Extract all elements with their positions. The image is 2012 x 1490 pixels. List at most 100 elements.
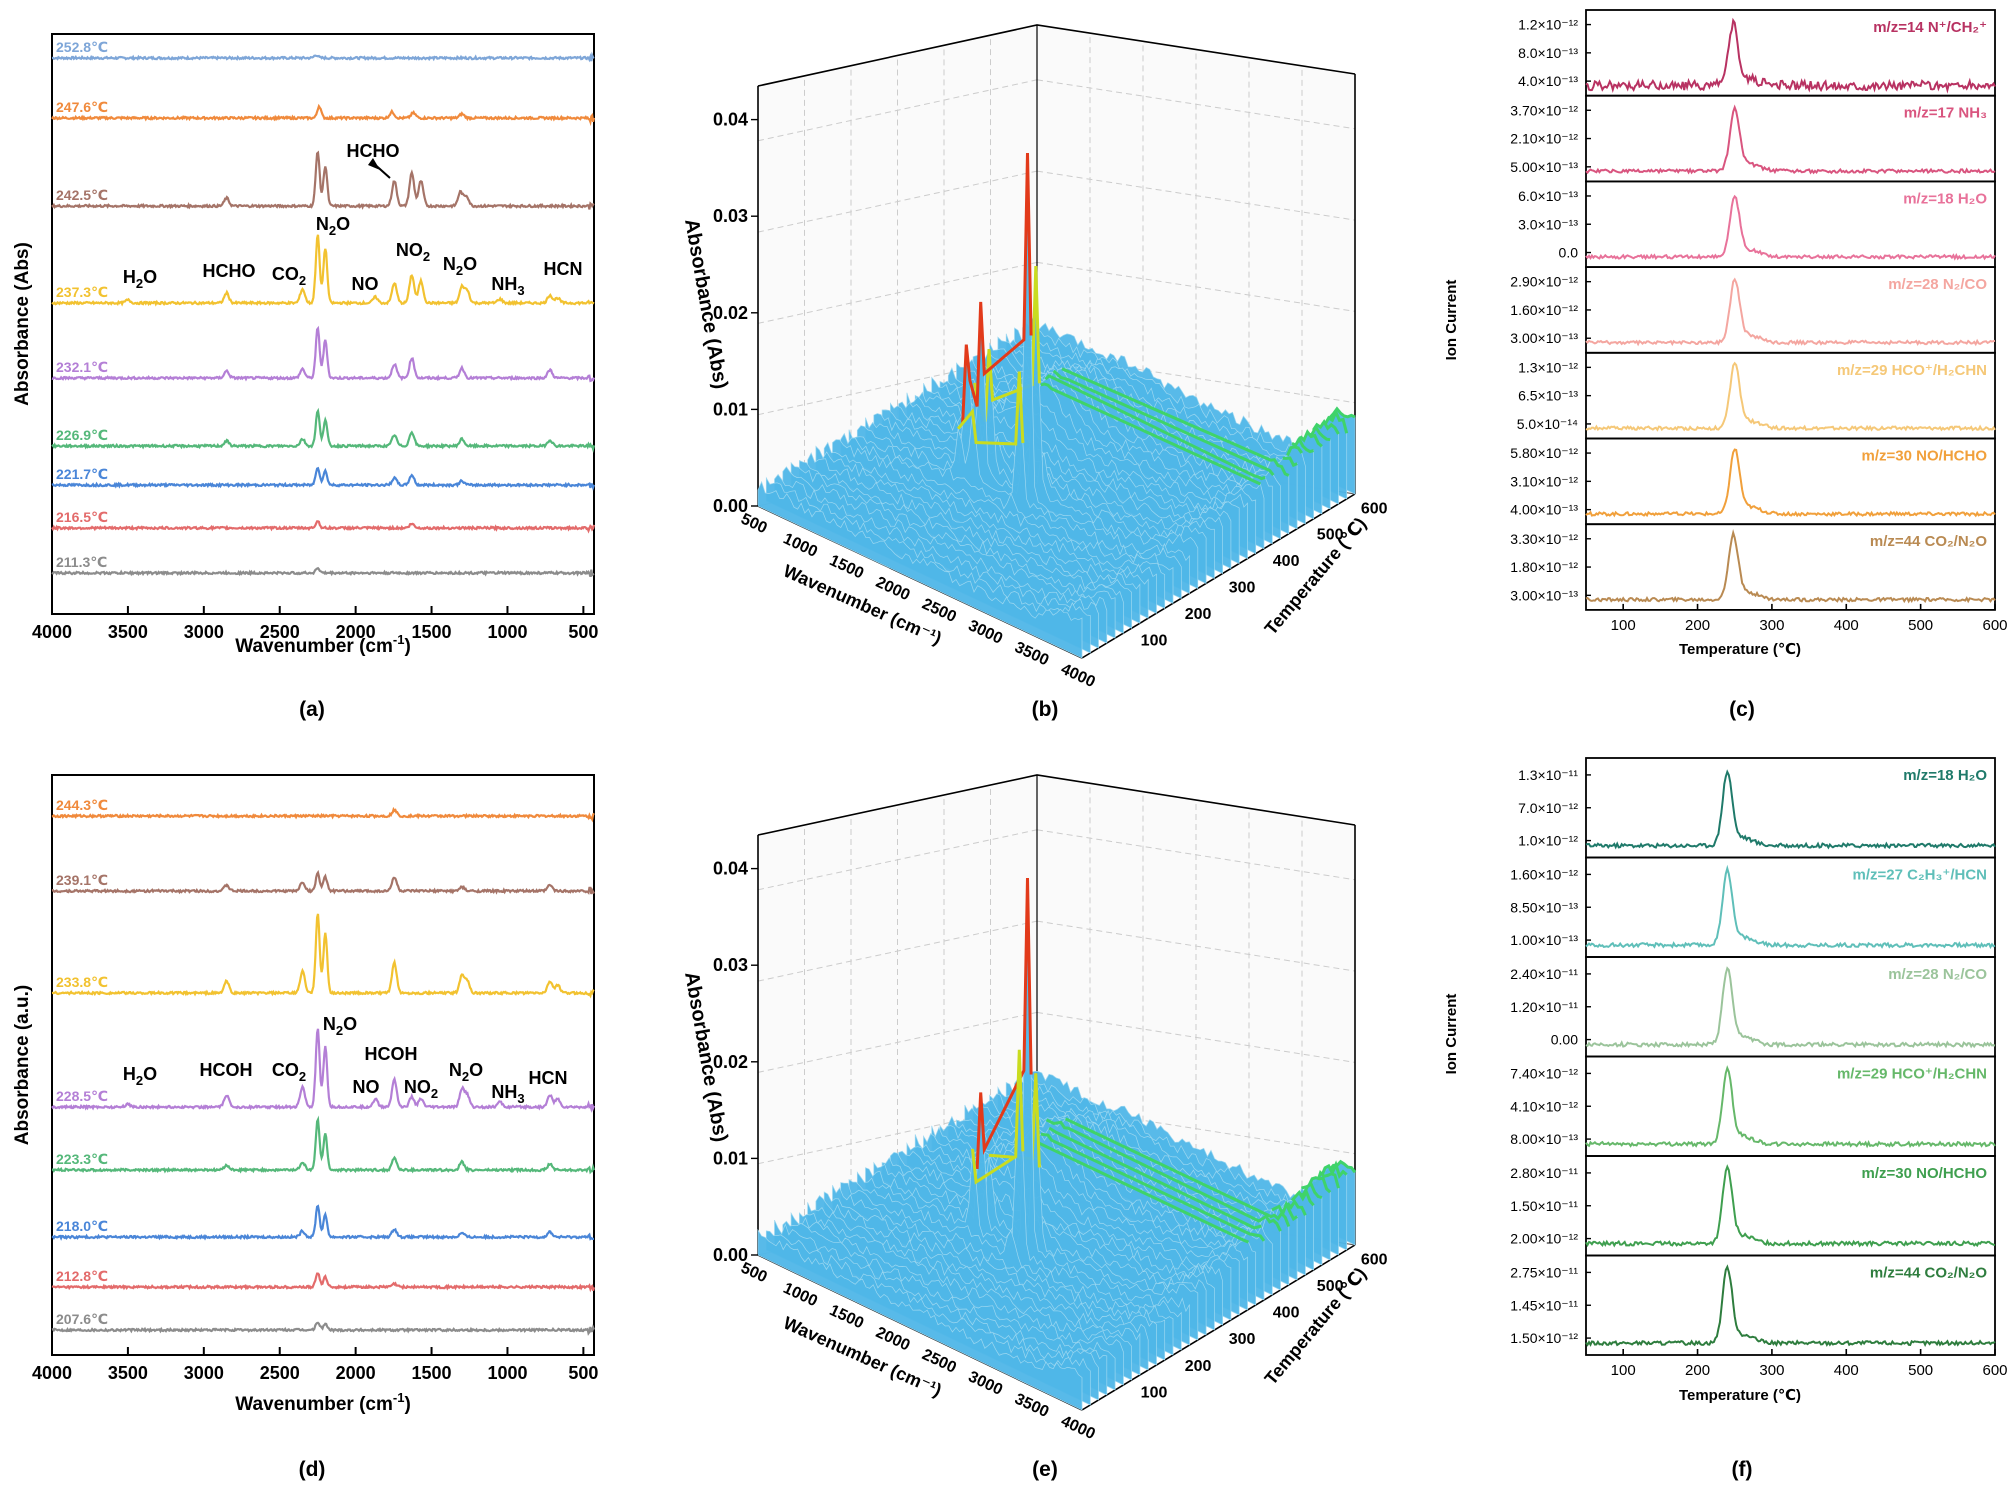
x-tick-label: 3500 — [108, 622, 148, 642]
wavenumber-tick-label: 500 — [738, 511, 769, 538]
x-tick-label: 2000 — [336, 1363, 376, 1383]
y-tick-label: 0.0 — [1559, 245, 1579, 261]
x-tick-label: 600 — [1982, 617, 2007, 634]
series-label: m/z=29 HCO⁺/H₂CHN — [1837, 362, 1987, 379]
y-tick-label: 2.80×10⁻¹¹ — [1510, 1165, 1578, 1181]
temperature-label: 207.6℃ — [56, 1311, 108, 1327]
surface-peak — [1312, 418, 1340, 435]
y-tick-label: 1.60×10⁻¹² — [1510, 866, 1578, 882]
y-tick-label: 8.00×10⁻¹³ — [1510, 1131, 1578, 1147]
series-label: m/z=30 NO/HCHO — [1862, 1165, 1988, 1182]
spectrum-line — [51, 325, 596, 383]
temperature-label: 242.5℃ — [56, 187, 108, 203]
surface-peak — [961, 152, 1033, 423]
x-axis-label: Temperature (℃) — [1679, 1387, 1801, 1404]
annotation-hcoh-2: HCOH — [365, 1044, 418, 1064]
x-tick-label: 500 — [568, 1363, 598, 1383]
annotation-hcho-top: HCHO — [347, 141, 400, 161]
surface-peak — [1282, 456, 1298, 468]
surface-peak — [975, 877, 1033, 1170]
series-label: m/z=27 C₂H₃⁺/HCN — [1853, 867, 1987, 884]
y-tick-label: 5.00×10⁻¹³ — [1510, 159, 1578, 175]
surface-peak — [1045, 1118, 1282, 1232]
temperature-axis — [1081, 493, 1356, 659]
spectrum-line — [51, 1272, 596, 1293]
spectrum-line — [51, 1028, 596, 1113]
panel-label-a: (a) — [299, 698, 325, 721]
y-tick-label: 1.3×10⁻¹² — [1518, 359, 1578, 375]
x-tick-label: 400 — [1834, 1362, 1859, 1379]
temperature-label: 218.0℃ — [56, 1218, 108, 1234]
panel-label-f: (f) — [1732, 1458, 1753, 1481]
y-tick-label: 7.40×10⁻¹² — [1510, 1065, 1578, 1081]
surface-peak — [1048, 1126, 1262, 1230]
surface-peak — [971, 1049, 1025, 1185]
y-tick-label: 6.5×10⁻¹³ — [1518, 388, 1578, 404]
x-tick-label: 4000 — [32, 622, 72, 642]
temperature-label: 252.8℃ — [56, 39, 108, 55]
ion-current-line — [1585, 1164, 1996, 1248]
y-tick-label: 1.50×10⁻¹² — [1510, 1330, 1578, 1346]
ion-current-line — [1585, 769, 1996, 850]
series-label: m/z=44 CO₂/N₂O — [1870, 1265, 1987, 1282]
y-tick-label: 1.20×10⁻¹¹ — [1510, 999, 1578, 1015]
wavenumber-tick-label: 3000 — [966, 1368, 1006, 1398]
ion-current-line — [1585, 277, 1996, 347]
surface-peak — [1044, 374, 1266, 481]
ion-current-line — [1585, 361, 1996, 432]
z-tick-label: 0.03 — [713, 955, 748, 975]
x-tick-label: 500 — [568, 622, 598, 642]
x-tick-label: 2000 — [336, 622, 376, 642]
y-tick-label: 3.00×10⁻¹³ — [1510, 587, 1578, 603]
x-tick-label: 200 — [1685, 617, 1710, 634]
y-axis-label: Absorbance (Abs) — [12, 242, 33, 406]
ftir-panel-d: Absorbance (a.u.) Wavenumber (cm-1) 4000… — [12, 774, 598, 1415]
x-tick-label: 200 — [1685, 1362, 1710, 1379]
y-tick-label: 7.0×10⁻¹² — [1518, 800, 1578, 816]
annotation-nh3: NH3 — [491, 1082, 524, 1106]
annotation-no: NO — [353, 1077, 380, 1097]
spectrum-line — [51, 407, 596, 453]
temperature-axis — [1081, 1244, 1356, 1411]
wavenumber-tick-label: 1000 — [780, 1280, 820, 1310]
x-tick-label: 3500 — [108, 1363, 148, 1383]
annotation-hcho: HCHO — [203, 261, 256, 281]
wavenumber-tick-label: 3000 — [966, 617, 1006, 647]
ion-current-line — [1585, 1065, 1996, 1149]
y-axis-label: Absorbance (a.u.) — [12, 985, 33, 1145]
annotation-n2o-2: N2O — [449, 1060, 483, 1084]
ion-current-line — [1585, 864, 1996, 950]
temperature-label: 221.7℃ — [56, 466, 108, 482]
annotation-arrowhead — [368, 158, 380, 170]
spectrum-line — [51, 51, 595, 63]
annotation-hcoh: HCOH — [200, 1060, 253, 1080]
annotation-no: NO — [352, 274, 379, 294]
z-tick-label: 0.02 — [713, 1052, 748, 1072]
x-axis-label: Temperature (℃) — [1679, 641, 1801, 658]
y-tick-label: 3.70×10⁻¹² — [1510, 102, 1578, 118]
surface-peak — [1286, 1198, 1307, 1216]
y-axis-label: Ion Current — [1443, 280, 1460, 361]
surface-peak — [1307, 424, 1331, 442]
temperature-label: 211.3℃ — [56, 554, 107, 570]
series-label: m/z=18 H₂O — [1903, 767, 1987, 784]
temperature-label: 247.6℃ — [56, 99, 108, 115]
y-tick-label: 1.60×10⁻¹² — [1510, 302, 1578, 318]
x-tick-label: 2500 — [260, 622, 300, 642]
series-label: m/z=29 HCO⁺/H₂CHN — [1837, 1066, 1987, 1083]
wavenumber-tick-label: 1500 — [827, 1302, 867, 1332]
annotation-hcn: HCN — [544, 259, 583, 279]
x-tick-label: 1500 — [412, 622, 452, 642]
annotation-n2o: N2O — [316, 214, 350, 238]
annotation-nh3: NH3 — [491, 274, 524, 298]
wavenumber-tick-label: 4000 — [1058, 1413, 1098, 1443]
x-axis-label: Wavenumber (cm-1) — [235, 632, 411, 657]
y-tick-label: 8.0×10⁻¹³ — [1518, 45, 1578, 61]
surface-peak — [988, 1073, 1041, 1168]
y-tick-label: 1.0×10⁻¹² — [1518, 833, 1578, 849]
temperature-tick-label: 500 — [1317, 1278, 1344, 1295]
series-label: m/z=17 NH₃ — [1904, 105, 1987, 122]
x-tick-label: 300 — [1759, 1362, 1784, 1379]
plot-frame — [51, 774, 595, 1356]
panel-label-b: (b) — [1032, 698, 1059, 721]
